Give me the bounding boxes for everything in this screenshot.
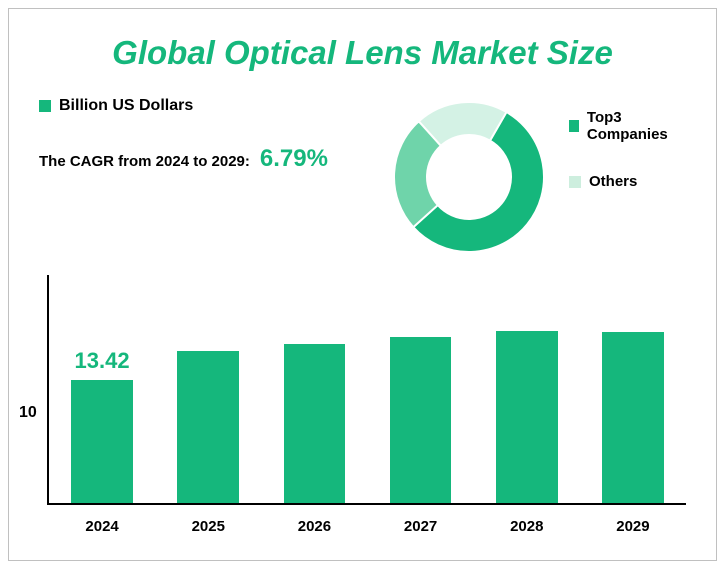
donut-svg [379,87,559,267]
x-label: 2028 [474,518,580,535]
upper-section: Billion US Dollars The CAGR from 2024 to… [39,97,686,297]
bars-container: 13.42 [49,275,686,503]
bar-slot [580,275,686,503]
bar [602,332,664,503]
legend-main-label: Billion US Dollars [59,97,193,115]
donut-legend-label: Others [589,173,637,190]
x-labels: 202420252026202720282029 [49,518,686,535]
bar-slot [155,275,261,503]
bar [177,351,239,503]
bar [390,337,452,503]
bar-slot [474,275,580,503]
bar-slot [368,275,474,503]
bar-slot: 13.42 [49,275,155,503]
chart-title: Global Optical Lens Market Size [39,34,686,72]
x-label: 2024 [49,518,155,535]
legend-box-icon [569,176,581,188]
legend-box-icon [569,120,579,132]
bar-slot [261,275,367,503]
bar-value-label: 13.42 [75,348,130,374]
x-label: 2029 [580,518,686,535]
x-label: 2026 [261,518,367,535]
donut-legend-top3: Top3 Companies [569,109,686,143]
x-label: 2027 [368,518,474,535]
donut-legend-others: Others [569,173,686,190]
legend-box-icon [39,100,51,112]
bar-chart-area: 10 13.42 [49,275,686,505]
bar [71,380,133,503]
y-tick-label: 10 [19,404,37,422]
donut-legend-label: Top3 Companies [587,109,686,143]
donut-legend: Top3 Companies Others [569,109,686,220]
chart-frame: Global Optical Lens Market Size Billion … [8,8,717,561]
cagr-value: 6.79% [260,145,328,173]
donut-chart [379,87,559,272]
cagr-label: The CAGR from 2024 to 2029: [39,153,250,170]
x-axis [49,503,686,505]
bar [284,344,346,503]
bar [496,331,558,503]
x-label: 2025 [155,518,261,535]
